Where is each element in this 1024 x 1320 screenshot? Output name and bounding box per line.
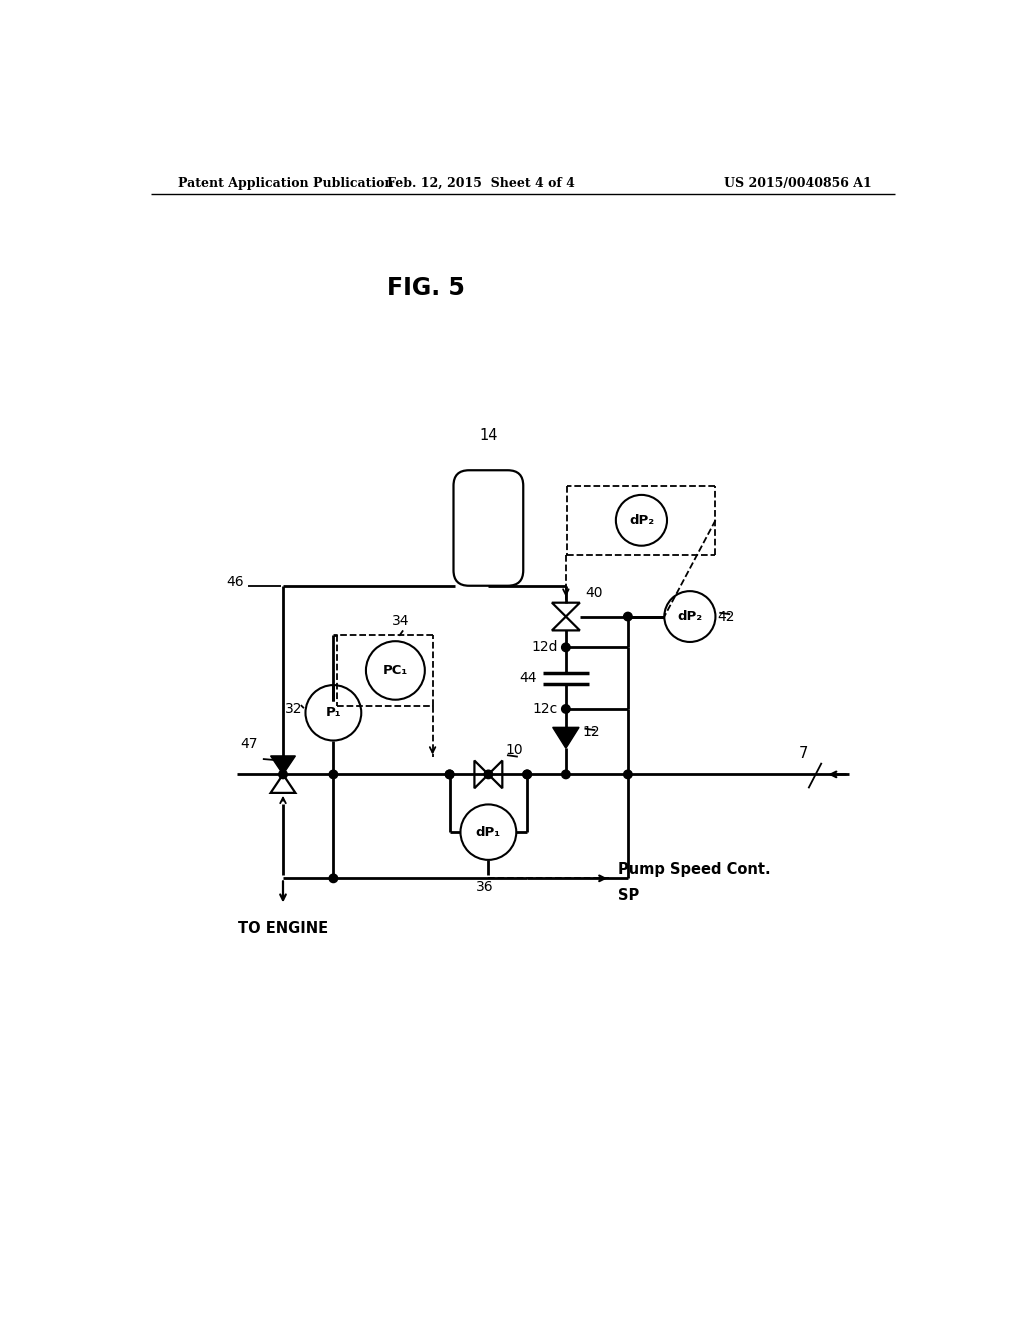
Text: 32: 32: [285, 702, 302, 715]
Text: 44: 44: [519, 671, 537, 685]
Circle shape: [624, 770, 632, 779]
Text: dP₁: dP₁: [476, 825, 501, 838]
Text: US 2015/0040856 A1: US 2015/0040856 A1: [724, 177, 872, 190]
Circle shape: [445, 770, 454, 779]
Text: 7: 7: [799, 746, 808, 760]
Text: 36: 36: [476, 880, 494, 894]
Text: Feb. 12, 2015  Sheet 4 of 4: Feb. 12, 2015 Sheet 4 of 4: [387, 177, 574, 190]
Text: TO ENGINE: TO ENGINE: [238, 921, 328, 936]
Text: 46: 46: [226, 576, 245, 589]
Text: 14: 14: [479, 428, 498, 444]
Circle shape: [329, 874, 338, 883]
Text: 47: 47: [241, 738, 258, 751]
Circle shape: [279, 770, 288, 779]
Text: 12c: 12c: [532, 702, 558, 715]
Text: 12: 12: [583, 725, 600, 739]
Circle shape: [484, 770, 493, 779]
Text: PC₁: PC₁: [383, 664, 408, 677]
Text: SP: SP: [617, 888, 639, 903]
Text: dP₂: dP₂: [677, 610, 702, 623]
Circle shape: [523, 770, 531, 779]
Circle shape: [523, 770, 531, 779]
Circle shape: [329, 770, 338, 779]
Circle shape: [561, 770, 570, 779]
Text: 34: 34: [391, 614, 409, 628]
Circle shape: [561, 643, 570, 652]
Polygon shape: [270, 756, 295, 775]
Text: Pump Speed Cont.: Pump Speed Cont.: [617, 862, 770, 876]
Text: P₁: P₁: [326, 706, 341, 719]
Text: 12d: 12d: [531, 640, 558, 655]
Polygon shape: [553, 727, 579, 748]
Text: 40: 40: [586, 586, 603, 599]
Text: dP₂: dP₂: [629, 513, 654, 527]
Circle shape: [624, 612, 632, 620]
Text: FIG. 5: FIG. 5: [387, 276, 465, 300]
Text: Patent Application Publication: Patent Application Publication: [178, 177, 394, 190]
Circle shape: [445, 770, 454, 779]
Circle shape: [561, 705, 570, 713]
Text: 42: 42: [718, 610, 735, 623]
Text: 10: 10: [506, 743, 523, 758]
